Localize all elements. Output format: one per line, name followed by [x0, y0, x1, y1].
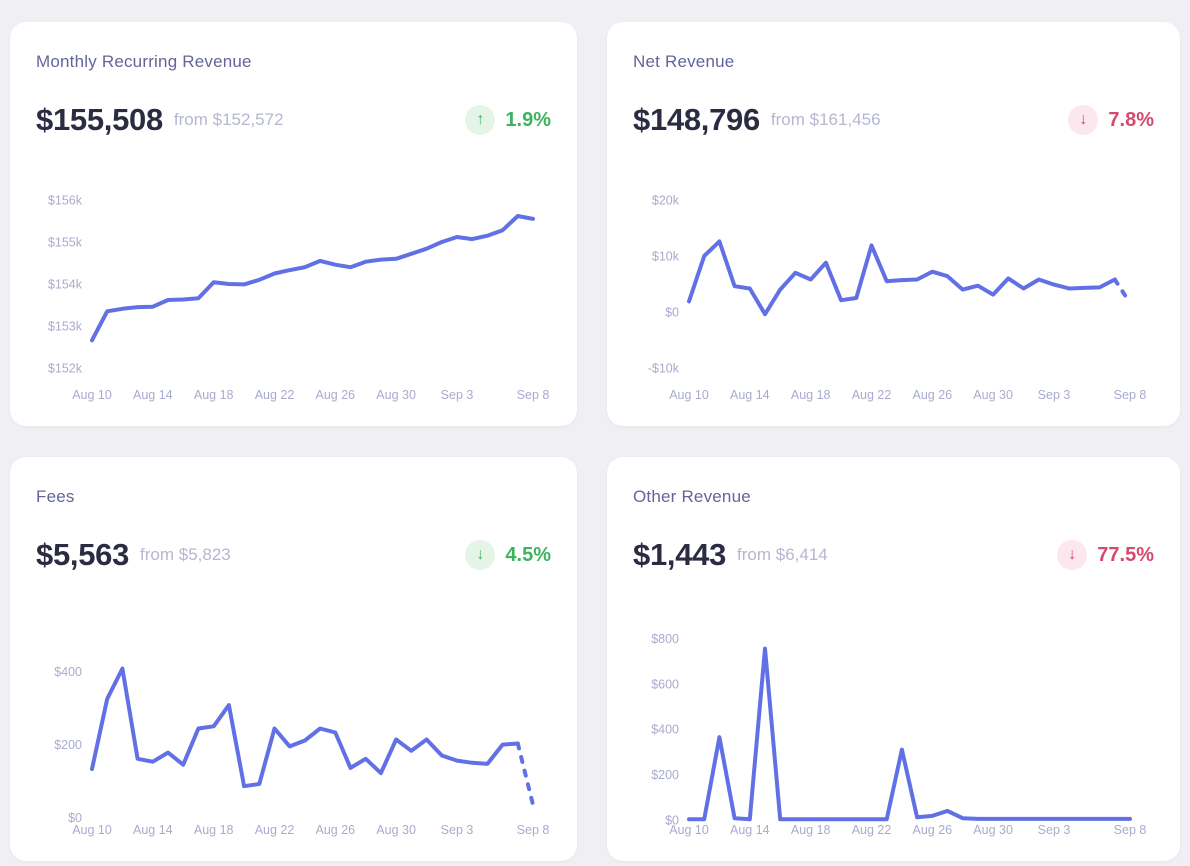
- card-title: Net Revenue: [633, 52, 735, 71]
- card-title: Fees: [36, 487, 75, 506]
- x-axis-tick-label: Aug 22: [255, 823, 295, 837]
- y-axis-tick-label: $154k: [48, 278, 83, 292]
- x-axis-tick-label: Aug 18: [194, 823, 234, 837]
- trend-down-arrow-icon: ↓: [465, 540, 496, 570]
- x-axis-tick-label: Aug 10: [669, 823, 709, 837]
- metric-value: $155,508: [36, 102, 163, 137]
- trend-line-dashed-tail: [515, 741, 535, 807]
- metric-value: $148,796: [633, 102, 760, 137]
- trend-chart[interactable]: $20k $10k $0 -$10k Aug 10 Aug 14 Aug 18 Aug 22 A…: [633, 187, 1148, 409]
- trend-chart[interactable]: $156k $155k $154k $153k $152k Aug 10 Aug 14 Aug…: [36, 187, 551, 409]
- x-axis-tick-label: Aug 30: [973, 823, 1013, 837]
- y-axis-tick-label: $200: [651, 768, 679, 782]
- x-axis-tick-label: Sep 3: [1038, 823, 1071, 837]
- x-axis-tick-label: Aug 10: [72, 388, 112, 402]
- trend-line-dashed-tail: [1112, 277, 1132, 305]
- x-axis-tick-label: Aug 26: [315, 388, 355, 402]
- y-axis-tick-label: $0: [68, 811, 82, 825]
- y-axis-tick-label: $155k: [48, 236, 83, 250]
- x-axis-tick-label: Sep 8: [517, 823, 550, 837]
- x-axis-tick-label: Aug 30: [376, 388, 416, 402]
- metric-row: $1,443 from $6,414 ↓ 77.5%: [633, 537, 1154, 573]
- x-axis-tick-label: Sep 8: [517, 388, 550, 402]
- x-axis-tick-label: Aug 26: [315, 823, 355, 837]
- x-axis-tick-label: Aug 10: [72, 823, 112, 837]
- x-axis-tick-label: Sep 3: [441, 823, 474, 837]
- change-badge: ↓ 77.5%: [1057, 540, 1154, 570]
- card-title: Monthly Recurring Revenue: [36, 52, 252, 71]
- y-axis-tick-label: $156k: [48, 194, 83, 208]
- x-axis-tick-label: Aug 18: [791, 388, 831, 402]
- y-axis-tick-label: $0: [665, 306, 679, 320]
- change-badge: ↑ 1.9%: [465, 105, 551, 135]
- x-axis-tick-label: Aug 26: [912, 388, 952, 402]
- y-axis-tick-label: $600: [651, 677, 679, 691]
- metric-previous-value: from $152,572: [173, 110, 284, 129]
- trend-up-arrow-icon: ↑: [465, 105, 496, 135]
- trend-down-arrow-icon: ↓: [1068, 105, 1099, 135]
- trend-line: [687, 239, 1117, 317]
- y-axis-tick-label: $20k: [652, 194, 680, 208]
- metric-previous-value: from $6,414: [737, 545, 828, 564]
- y-axis-tick-label: $800: [651, 632, 679, 646]
- change-badge: ↓ 4.5%: [465, 540, 551, 570]
- metric-row: $148,796 from $161,456 ↓ 7.8%: [633, 102, 1154, 138]
- x-axis-tick-label: Aug 14: [730, 388, 770, 402]
- x-axis-tick-label: Sep 3: [441, 388, 474, 402]
- trend-line: [687, 646, 1132, 822]
- x-axis-tick-label: Sep 8: [1114, 388, 1147, 402]
- trend-line: [90, 666, 520, 789]
- metric-value: $1,443: [633, 537, 727, 572]
- x-axis-tick-label: Aug 18: [194, 388, 234, 402]
- y-axis-tick-label: $152k: [48, 362, 83, 376]
- metric-row: $155,508 from $152,572 ↑ 1.9%: [36, 102, 551, 138]
- x-axis-tick-label: Sep 8: [1114, 823, 1147, 837]
- trend-down-arrow-icon: ↓: [1057, 540, 1088, 570]
- metric-card-mrr[interactable]: Monthly Recurring Revenue $155,508 from …: [10, 22, 577, 426]
- card-title: Other Revenue: [633, 487, 751, 506]
- metric-row: $5,563 from $5,823 ↓ 4.5%: [36, 537, 551, 573]
- metric-value: $5,563: [36, 537, 130, 572]
- x-axis-tick-label: Aug 14: [730, 823, 770, 837]
- y-axis-tick-label: $10k: [652, 250, 680, 264]
- x-axis-tick-label: Aug 22: [852, 388, 892, 402]
- x-axis-tick-label: Aug 14: [133, 823, 173, 837]
- change-percent: 4.5%: [505, 543, 551, 566]
- x-axis-tick-label: Aug 22: [852, 823, 892, 837]
- y-axis-tick-label: $400: [651, 723, 679, 737]
- metric-card-other-revenue[interactable]: Other Revenue $1,443 from $6,414 ↓ 77.5%…: [607, 457, 1180, 861]
- x-axis-tick-label: Aug 30: [376, 823, 416, 837]
- x-axis-tick-label: Aug 18: [791, 823, 831, 837]
- metric-card-net-revenue[interactable]: Net Revenue $148,796 from $161,456 ↓ 7.8…: [607, 22, 1180, 426]
- x-axis-tick-label: Aug 22: [255, 388, 295, 402]
- y-axis-tick-label: -$10k: [648, 362, 680, 376]
- x-axis-tick-label: Aug 14: [133, 388, 173, 402]
- change-percent: 7.8%: [1108, 108, 1154, 131]
- y-axis-tick-label: $153k: [48, 320, 83, 334]
- change-badge: ↓ 7.8%: [1068, 105, 1154, 135]
- x-axis-tick-label: Aug 10: [669, 388, 709, 402]
- x-axis-tick-label: Aug 30: [973, 388, 1013, 402]
- x-axis-tick-label: Aug 26: [912, 823, 952, 837]
- trend-line: [90, 214, 535, 343]
- metric-card-fees[interactable]: Fees $5,563 from $5,823 ↓ 4.5% $400 $200 $…: [10, 457, 577, 861]
- y-axis-tick-label: $0: [665, 814, 679, 828]
- change-percent: 77.5%: [1097, 543, 1154, 566]
- y-axis-tick-label: $200: [54, 738, 82, 752]
- x-axis-tick-label: Sep 3: [1038, 388, 1071, 402]
- change-percent: 1.9%: [505, 108, 551, 131]
- metric-previous-value: from $5,823: [140, 545, 231, 564]
- y-axis-tick-label: $400: [54, 665, 82, 679]
- metric-previous-value: from $161,456: [770, 110, 881, 129]
